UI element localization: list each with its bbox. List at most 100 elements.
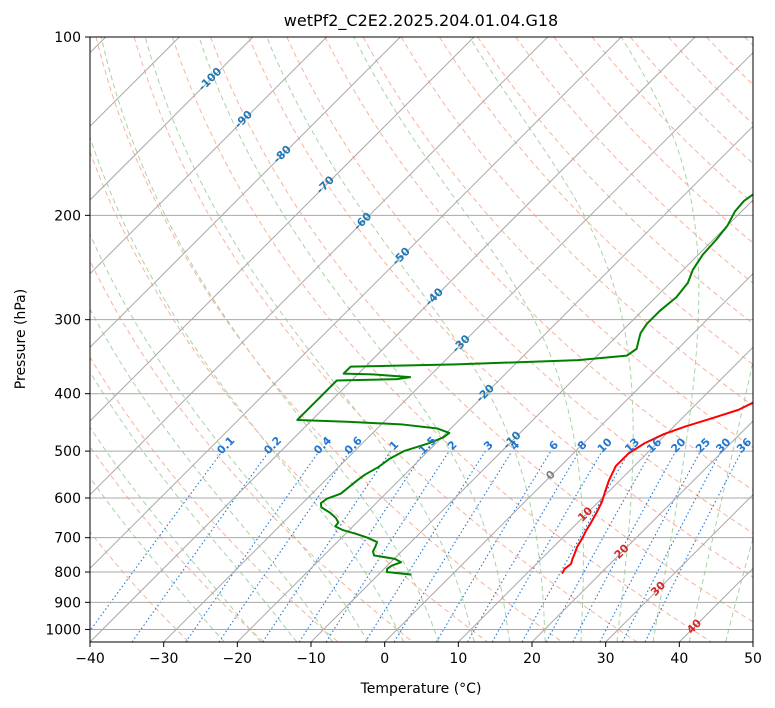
dewpoint-line: [296, 193, 753, 576]
moist-adiabat-line: [90, 370, 298, 642]
dry-adiabat-line: [439, 37, 753, 366]
moist-adiabat-line: [90, 233, 369, 642]
mixing-ratio-label: 1.5: [416, 434, 439, 457]
chart-title: wetPf2_C2E2.2025.204.01.04.G18: [284, 11, 558, 31]
y-tick-label: 300: [54, 313, 81, 329]
y-axis: 100 200 300 400 500 600 700 800 900 1000: [45, 30, 90, 638]
mixing-ratio-line: [572, 450, 677, 642]
x-tick-label: 40: [670, 651, 688, 667]
dry-adiabat-line: [668, 37, 753, 125]
dry-adiabat-line: [400, 37, 753, 407]
mixing-ratio-line: [90, 450, 223, 632]
dry-adiabat-line: [553, 37, 753, 244]
mixing-ratio-label: 0.1: [214, 434, 237, 457]
x-tick-label: −30: [149, 651, 179, 667]
isotherm-line: [678, 567, 753, 642]
dry-adiabat-line: [477, 37, 753, 325]
y-axis-label: Pressure (hPa): [13, 289, 29, 389]
mixing-ratio-line: [435, 450, 552, 642]
y-tick-label: 800: [54, 565, 81, 581]
y-tick-label: 1000: [45, 622, 81, 638]
moist-adiabat-line: [620, 37, 700, 642]
isotherm-line: [90, 37, 696, 642]
mixing-ratio-line: [599, 450, 702, 642]
line-labels: -100-90-80-70-60-50-40-30-20-10010203040…: [196, 65, 754, 637]
isotherm-line: [457, 346, 753, 642]
isotherm-line: [90, 37, 475, 422]
temperature-line: [561, 401, 753, 575]
dry-adiabat-line: [324, 37, 753, 491]
moist-adiabat-line: [100, 37, 440, 642]
dry-adiabat-line: [362, 37, 753, 449]
y-tick-label: 400: [54, 387, 81, 403]
isotherm-line: [90, 37, 254, 201]
isotherm-label: 0: [543, 468, 558, 483]
isotherm-line: [384, 272, 753, 642]
pressure-gridlines: [90, 37, 753, 630]
x-tick-label: 10: [449, 651, 467, 667]
mixing-ratio-line: [621, 450, 722, 642]
dry-adiabat-line: [210, 37, 753, 623]
moist-adiabat-line: [90, 135, 405, 642]
moist-adiabat-line: [90, 476, 225, 642]
mixing-ratio-label: 20: [668, 435, 688, 455]
mixing-ratio-label: 36: [734, 435, 754, 455]
x-axis-label: Temperature (°C): [360, 681, 482, 697]
moist-adiabat-line: [266, 37, 546, 642]
x-tick-label: 50: [744, 651, 762, 667]
dry-adiabat-line: [90, 356, 339, 642]
isotherm-line: [90, 37, 622, 570]
dry-adiabats: [90, 37, 753, 642]
moist-adiabat-line: [353, 37, 584, 642]
moist-adiabat-line: [198, 37, 511, 642]
x-axis: −40 −30 −20 −10 0 10 20 30 40 50: [75, 642, 762, 667]
y-tick-label: 600: [54, 491, 81, 507]
x-tick-label: 20: [523, 651, 541, 667]
mixing-ratio-lines: [90, 450, 743, 642]
isotherm-line: [310, 199, 753, 642]
x-tick-label: −40: [75, 651, 105, 667]
mixing-ratio-label: 30: [713, 435, 733, 455]
y-tick-label: 100: [54, 30, 81, 46]
isotherm-line: [605, 493, 753, 642]
moist-adiabats: [90, 37, 753, 642]
moist-adiabat-line: [90, 426, 262, 642]
isotherm-label: -20: [474, 381, 497, 404]
mixing-ratio-label: 0.4: [311, 434, 334, 457]
moist-adiabat-line: [725, 536, 753, 642]
x-tick-label: −20: [223, 651, 253, 667]
dry-adiabat-line: [133, 37, 638, 642]
dry-adiabat-line: [95, 37, 563, 642]
x-tick-label: 0: [380, 651, 389, 667]
mixing-ratio-line: [262, 450, 392, 642]
isotherm-label: -50: [390, 245, 413, 268]
isotherm-line: [90, 37, 549, 496]
moist-adiabat-line: [688, 358, 753, 642]
isotherm-label: 30: [648, 578, 668, 598]
isotherm-line: [236, 125, 753, 642]
isotherm-line: [531, 420, 753, 642]
moist-adiabat-line: [469, 37, 634, 642]
mixing-ratio-line: [325, 450, 450, 642]
isotherm-line: [90, 37, 328, 275]
dry-adiabat-line: [286, 37, 753, 534]
plot-frame: [89, 36, 754, 643]
mixing-ratio-label: 0.2: [261, 434, 284, 457]
dry-adiabat-line: [90, 259, 414, 642]
isotherm-line: [90, 37, 401, 349]
mixing-ratio-line: [185, 450, 320, 642]
moist-adiabat-line: [144, 37, 475, 642]
mixing-ratio-label: 25: [693, 436, 713, 456]
mixing-ratio-line: [545, 450, 653, 642]
mixing-ratio-label: 0.6: [342, 434, 365, 457]
mixing-ratio-line: [644, 450, 743, 642]
isotherms: [90, 37, 753, 642]
x-tick-label: −10: [296, 651, 326, 667]
moist-adiabat-line: [90, 308, 334, 642]
isotherm-line: [752, 641, 753, 642]
y-tick-label: 200: [54, 208, 81, 224]
mixing-ratio-label: 13: [622, 436, 642, 456]
isotherm-line: [163, 51, 753, 642]
mixing-ratio-line: [218, 450, 351, 642]
